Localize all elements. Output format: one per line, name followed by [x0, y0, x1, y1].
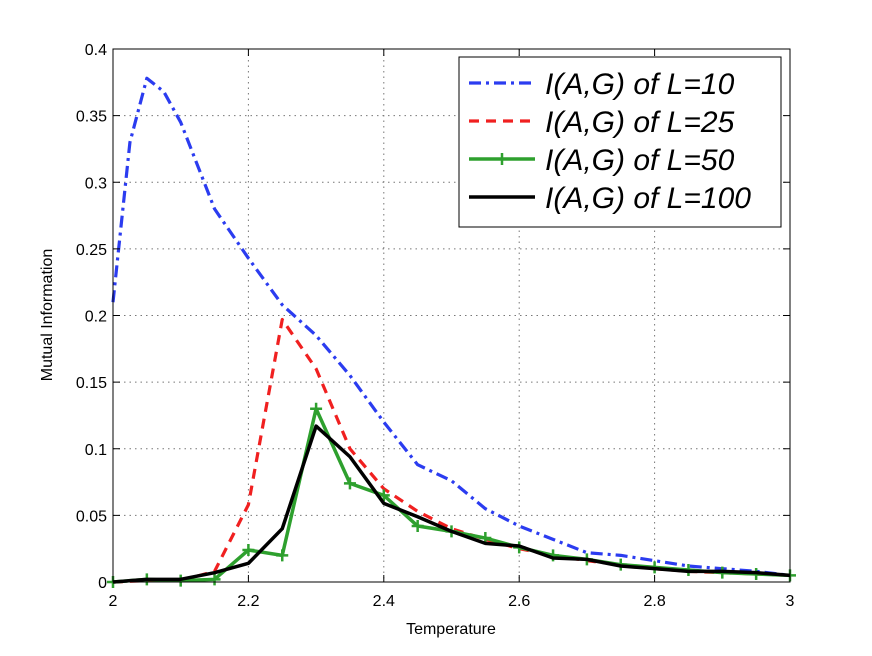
x-tick-label: 2.4 — [373, 593, 395, 610]
data-point-marker — [310, 402, 323, 415]
series-line-i-a-g-of-l-100 — [112, 424, 791, 584]
legend-label: I(A,G) of L=100 — [545, 182, 751, 215]
y-tick-label: 0.25 — [76, 242, 107, 259]
data-point-marker — [208, 573, 221, 586]
legend-label: I(A,G) of L=25 — [545, 106, 735, 139]
x-tick-label: 3 — [786, 593, 795, 610]
y-tick-label: 0.1 — [85, 442, 107, 459]
y-tick-label: 0.4 — [85, 42, 107, 59]
x-axis-label: Temperature — [406, 621, 496, 638]
data-point-marker — [343, 477, 356, 490]
x-tick-label: 2.6 — [508, 593, 530, 610]
series-layer — [107, 76, 796, 588]
data-point-marker — [411, 520, 424, 533]
y-tick-label: 0.15 — [76, 375, 107, 392]
x-tick-label: 2 — [109, 593, 118, 610]
y-tick-label: 0.05 — [76, 508, 107, 525]
data-point-marker — [242, 544, 255, 557]
legend: I(A,G) of L=10 I(A,G) of L=25 I(A,G) of L=… — [458, 56, 782, 228]
series-line-i-a-g-of-l-10 — [111, 76, 791, 577]
y-tick-label: 0.35 — [76, 109, 107, 126]
x-tick-label: 2.2 — [237, 593, 259, 610]
y-axis-label: Mutual Information — [39, 249, 56, 382]
legend-marker — [496, 153, 508, 165]
y-tick-label: 0.2 — [85, 309, 107, 326]
y-tick-label: 0.3 — [85, 175, 107, 192]
tick-layer: 2 2.2 2.4 2.6 2.8 3 0 0.05 0.1 0.15 0.2 0.25 0.3 0.35… — [76, 42, 795, 610]
legend-label: I(A,G) of L=50 — [545, 144, 735, 177]
y-tick-label: 0 — [98, 575, 107, 592]
legend-label: I(A,G) of L=10 — [545, 68, 735, 101]
x-tick-label: 2.8 — [643, 593, 665, 610]
data-point-marker — [276, 549, 289, 562]
